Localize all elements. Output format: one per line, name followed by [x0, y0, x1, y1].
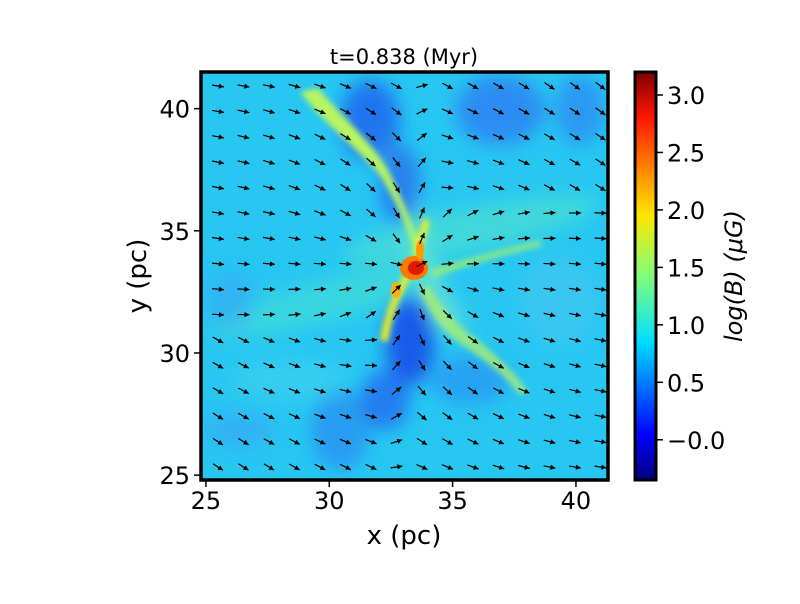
colorbar-tick-label: 0.5 [667, 369, 705, 397]
chart-title: t=0.838 (Myr) [330, 45, 478, 69]
x-tick-label: 35 [437, 487, 468, 515]
colorbar-tick-label: 2.0 [667, 197, 705, 225]
colorbar-tick-label: 3.0 [667, 82, 705, 110]
colorbar-axis: −0.0 0.5 1.0 1.5 2.0 2.5 3.0 [656, 82, 725, 455]
x-tick-label: 40 [561, 487, 592, 515]
y-tick-label: 40 [159, 96, 190, 124]
x-axis-label: x (pc) [367, 521, 442, 551]
x-tick-label: 30 [314, 487, 345, 515]
x-axis: 25 30 35 40 [191, 480, 592, 515]
y-tick-label: 30 [159, 340, 190, 368]
colorbar [635, 72, 656, 480]
y-axis-label: y (pc) [123, 239, 153, 314]
colorbar-tick-label: 2.5 [667, 139, 705, 167]
colorbar-tick-label: 1.5 [667, 254, 705, 282]
colorbar-tick-label: 1.0 [667, 312, 705, 340]
y-tick-label: 25 [159, 462, 190, 490]
colorbar-tick-label: −0.0 [667, 427, 725, 455]
x-tick-label: 25 [191, 487, 222, 515]
y-axis: 25 30 35 40 [159, 96, 201, 490]
y-tick-label: 35 [159, 218, 190, 246]
colorbar-label: log(B) (μG) [720, 210, 748, 342]
heatmap-field [201, 72, 608, 480]
